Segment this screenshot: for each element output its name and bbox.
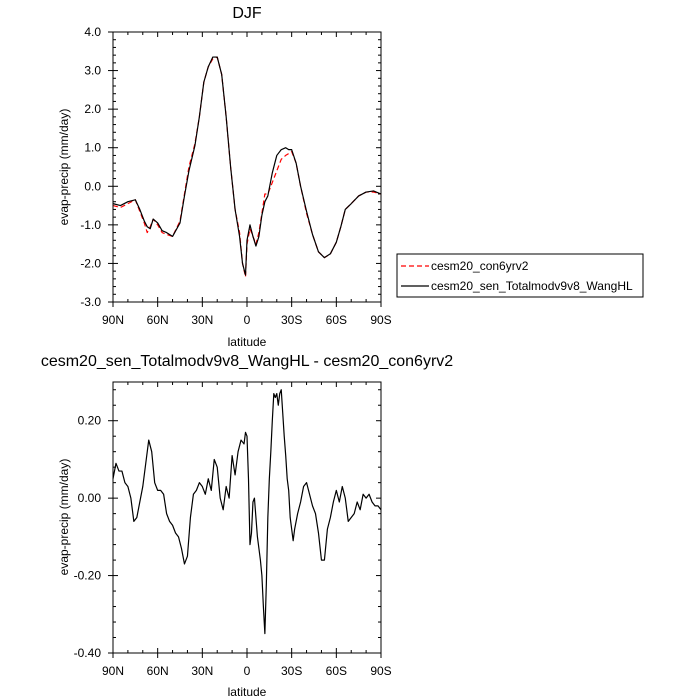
top-y-tick-label: 2.0 — [84, 102, 101, 116]
top-y-tick-label: 3.0 — [84, 64, 101, 78]
top-y-axis-label: evap-precip (mm/day) — [57, 109, 71, 226]
bottom-x-tick-labels: 90N 60N 30N 0 30S 60S 90S — [102, 664, 392, 678]
top-x-axis-label: latitude — [228, 335, 267, 349]
top-x-tick-labels: 90N 60N 30N 0 30S 60S 90S — [102, 313, 392, 327]
top-x-tick-label: 60S — [326, 313, 347, 327]
bottom-y-tick-label: -0.20 — [74, 569, 102, 583]
top-y-tick-label: 1.0 — [84, 141, 101, 155]
top-x-tick-label: 60N — [147, 313, 169, 327]
bottom-axis-ticks — [108, 382, 382, 658]
bottom-plot-frame — [112, 381, 382, 654]
bottom-x-tick-label: 30N — [191, 664, 213, 678]
legend-label-con6yrv2: cesm20_con6yrv2 — [431, 259, 529, 273]
bottom-chart-title: cesm20_sen_Totalmodv9v8_WangHL - cesm20_… — [41, 353, 453, 370]
legend-label-totalmod: cesm20_sen_Totalmodv9v8_WangHL — [431, 279, 633, 293]
top-y-tick-label: 4.0 — [84, 25, 101, 39]
top-y-tick-label: 0.0 — [84, 179, 101, 193]
top-y-tick-label: -2.0 — [80, 256, 101, 270]
bottom-x-axis-label: latitude — [228, 685, 267, 699]
top-series-line-1 — [112, 56, 382, 276]
top-x-tick-label: 90N — [102, 313, 124, 327]
top-series-group — [112, 56, 382, 278]
bottom-x-tick-label: 90S — [370, 664, 391, 678]
bottom-x-tick-label: 60S — [326, 664, 347, 678]
bottom-y-tick-label: 0.20 — [78, 414, 102, 428]
top-y-tick-labels: -3.0 -2.0 -1.0 0.0 1.0 2.0 3.0 4.0 — [80, 25, 101, 309]
bottom-y-tick-labels: -0.40 -0.20 0.00 0.20 — [74, 414, 102, 660]
legend: cesm20_con6yrv2 cesm20_sen_Totalmodv9v8_… — [396, 253, 644, 298]
bottom-x-tick-label: 90N — [102, 664, 124, 678]
top-x-tick-label: 30S — [281, 313, 302, 327]
bottom-panel: cesm20_sen_Totalmodv9v8_WangHL - cesm20_… — [41, 353, 453, 699]
bottom-series-line-0 — [112, 389, 382, 635]
top-chart-title: DJF — [232, 5, 262, 22]
top-axis-ticks — [108, 31, 382, 307]
bottom-x-tick-label: 30S — [281, 664, 302, 678]
top-y-tick-label: -1.0 — [80, 218, 101, 232]
top-x-tick-label: 30N — [191, 313, 213, 327]
top-plot-frame — [112, 31, 382, 303]
bottom-y-tick-label: -0.40 — [74, 646, 102, 660]
bottom-x-tick-label: 60N — [147, 664, 169, 678]
bottom-x-tick-label: 0 — [244, 664, 251, 678]
bottom-y-axis-label: evap-precip (mm/day) — [57, 459, 71, 576]
legend-box — [396, 253, 644, 298]
bottom-y-tick-label: 0.00 — [78, 491, 102, 505]
top-panel: DJF -3.0 -2.0 -1.0 0.0 1.0 2.0 3.0 4.0 90N 60N 30… — [57, 5, 644, 349]
bottom-series-group — [112, 389, 382, 635]
top-x-tick-label: 90S — [370, 313, 391, 327]
top-y-tick-label: -3.0 — [80, 295, 101, 309]
top-x-tick-label: 0 — [244, 313, 251, 327]
